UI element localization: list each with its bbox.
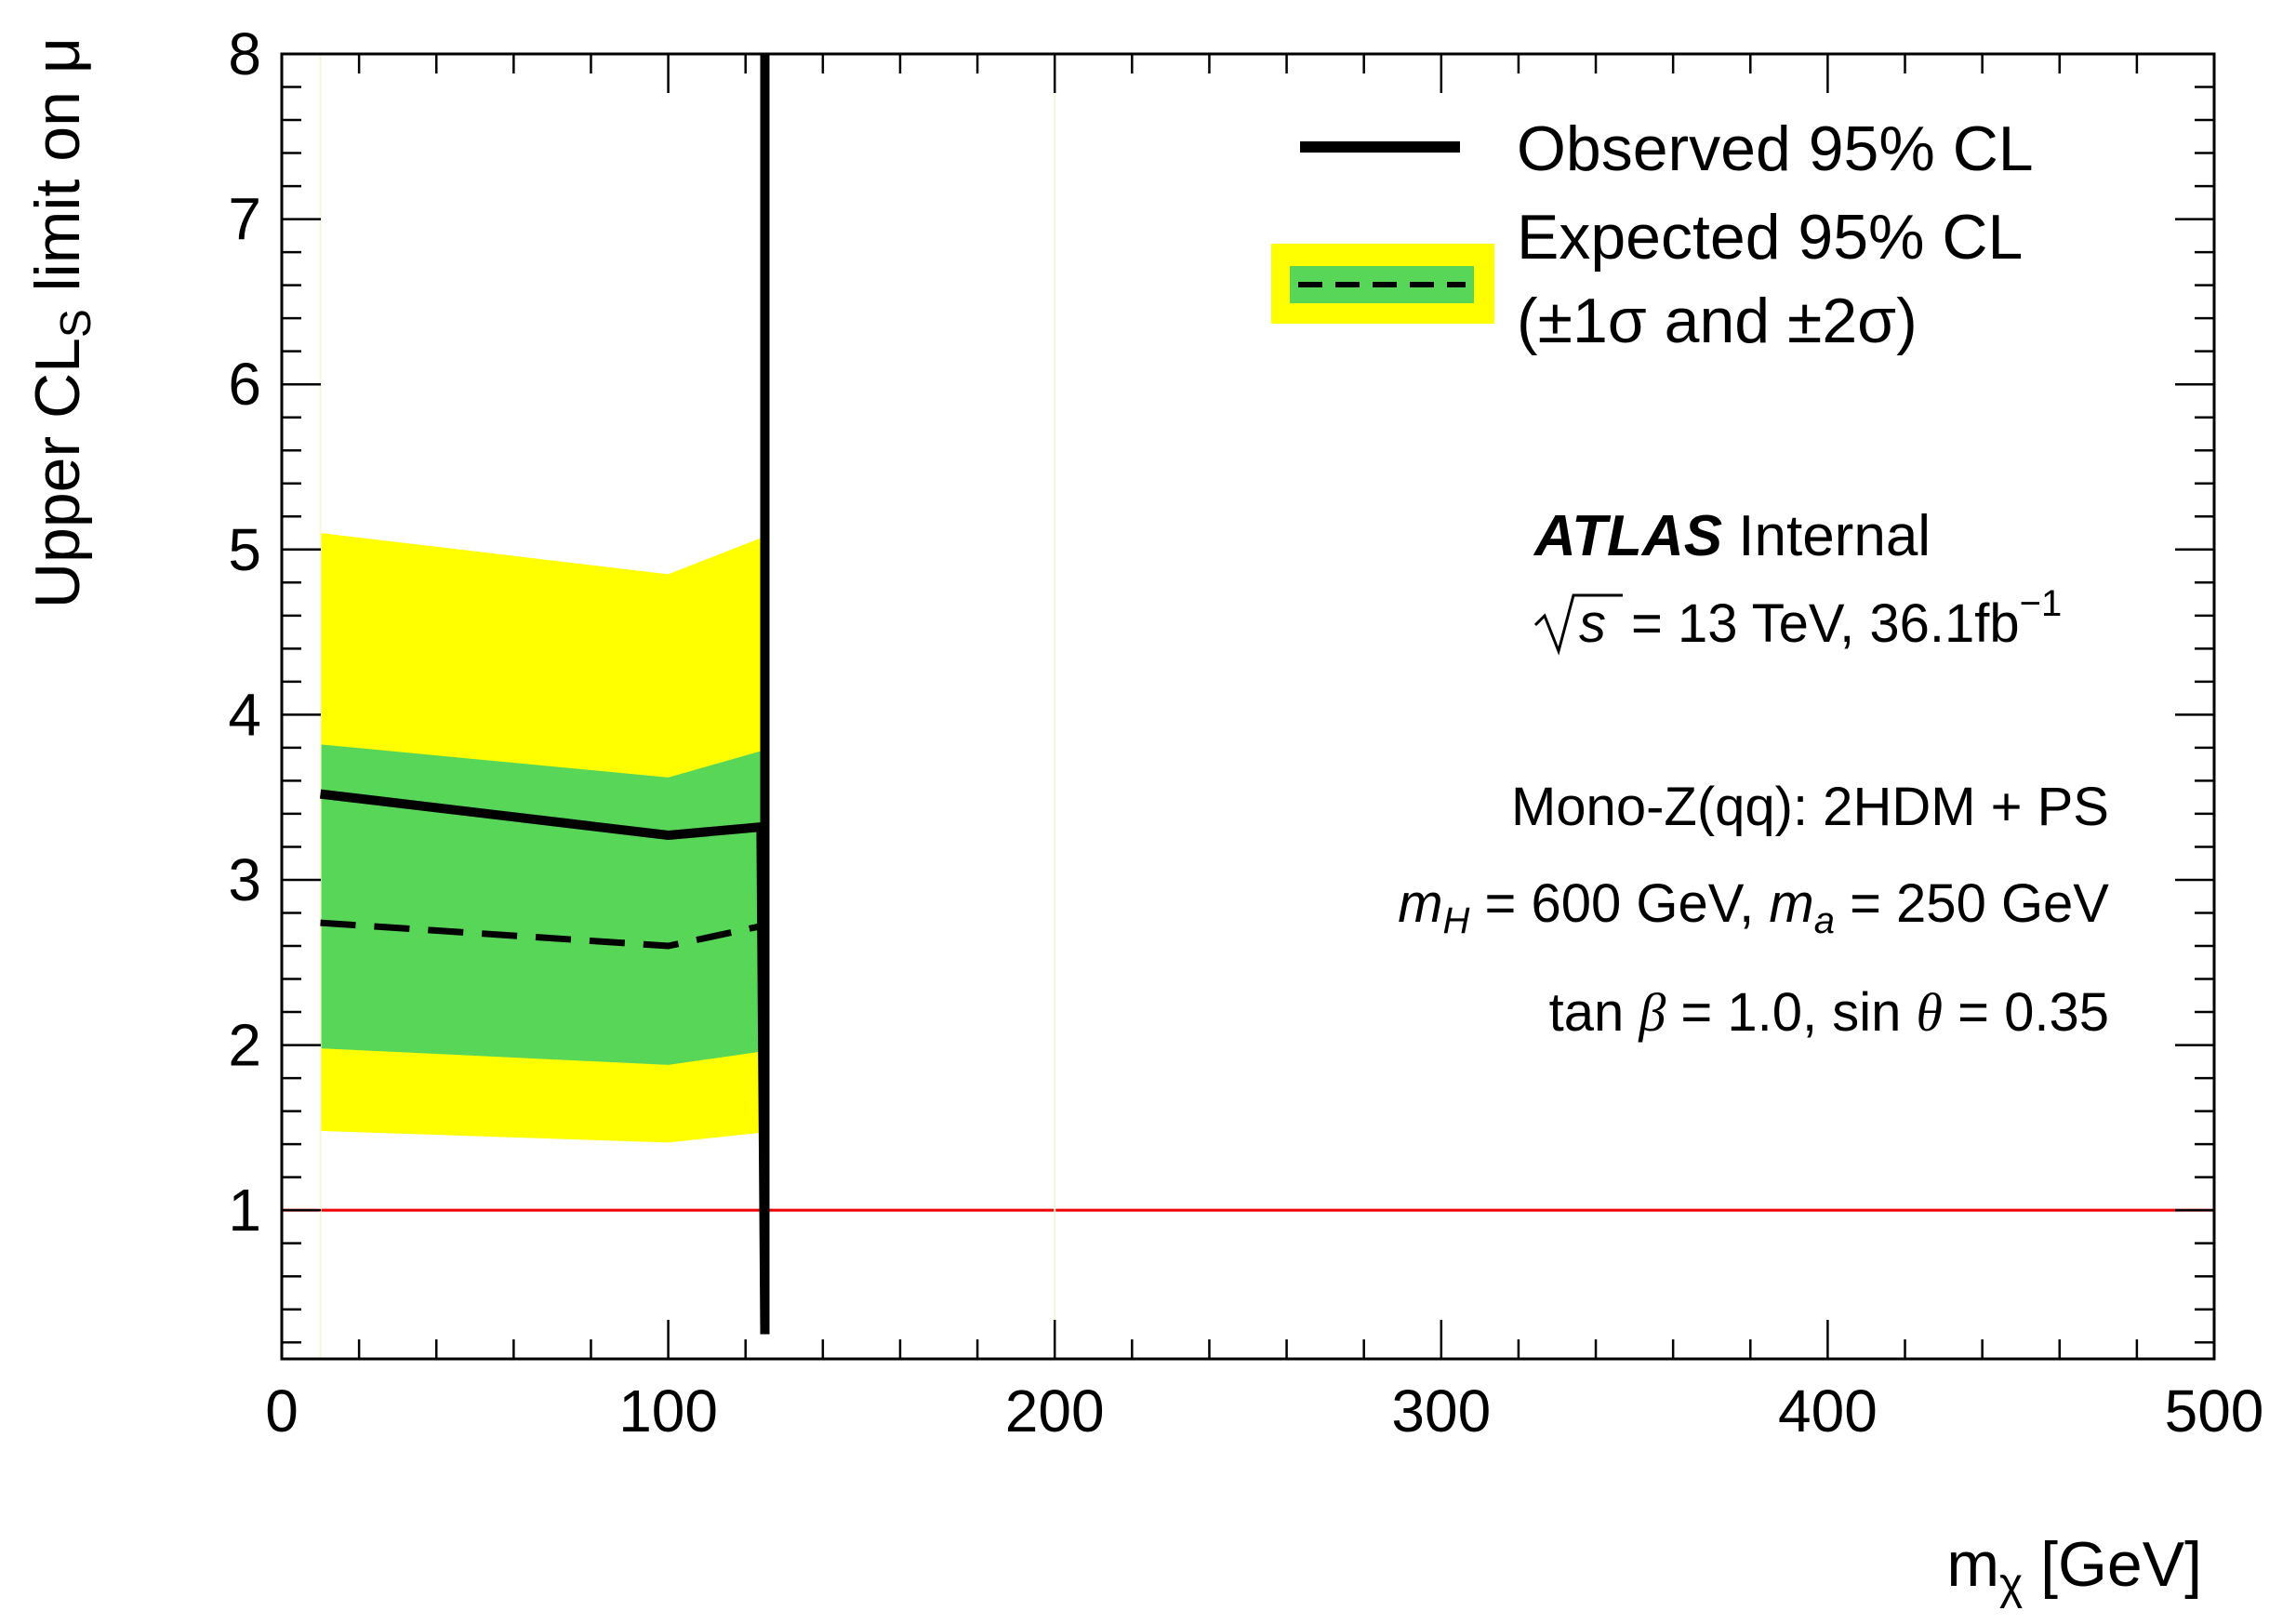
model-label: Mono-Z(qq): 2HDM + PS xyxy=(1511,777,2109,837)
y-axis-title-pre: Upper CL xyxy=(22,338,93,608)
y-tick-label: 8 xyxy=(228,20,261,87)
masses-label: mH = 600 GeV, ma = 250 GeV xyxy=(1398,873,2109,941)
x-axis-title-main: m xyxy=(1946,1529,1999,1600)
legend-expected-sigma: (±1σ and ±2σ) xyxy=(1517,286,1918,356)
annotations: ATLAS Internal s = 13 TeV, 36.1fb−1 Mono… xyxy=(1398,504,2109,1043)
tick-labels: 0 100 200 300 400 500 1 2 3 4 5 6 7 8 xyxy=(228,20,2263,1444)
energy-lumi-main: = 13 TeV, 36.1fb xyxy=(1631,593,2020,654)
x-axis-title-unit: [GeV] xyxy=(2023,1529,2202,1600)
sqrt-symbol: s xyxy=(1533,593,1623,656)
plot-frame xyxy=(280,52,2216,1361)
series-expected-line xyxy=(320,919,763,950)
y-axis-title: Upper CLS limit on μ xyxy=(22,37,100,608)
x-tick-label: 200 xyxy=(1005,1378,1105,1444)
atlas-label: ATLAS Internal xyxy=(1533,504,1931,568)
x-tick-label: 500 xyxy=(2165,1378,2264,1444)
energy-lumi-label: = 13 TeV, 36.1fb−1 xyxy=(1631,583,2062,654)
y-tick-label: 5 xyxy=(228,516,261,583)
y-tick-label: 3 xyxy=(228,846,261,913)
legend-observed-label: Observed 95% CL xyxy=(1517,113,2034,184)
x-tick-label: 0 xyxy=(265,1378,299,1444)
legend: Observed 95% CL Expected 95% CL (±1σ and… xyxy=(1271,113,2034,356)
svg-text:s: s xyxy=(1579,593,1606,654)
y-tick-label: 1 xyxy=(228,1177,261,1244)
y-tick-label: 7 xyxy=(228,186,261,253)
atlas-status: Internal xyxy=(1722,504,1931,568)
energy-lumi-sup: −1 xyxy=(2020,583,2063,624)
params-label: tan β = 1.0, sin θ = 0.35 xyxy=(1549,982,2109,1043)
y-axis-title-sub: S xyxy=(51,309,100,338)
x-tick-label: 300 xyxy=(1391,1378,1491,1444)
y-axis-title-post: limit on μ xyxy=(22,37,93,309)
lines-layer xyxy=(282,54,2214,1359)
y-tick-label: 4 xyxy=(228,681,261,748)
y-tick-label: 2 xyxy=(228,1012,261,1079)
y-tick-label: 6 xyxy=(228,351,261,418)
x-axis-title-sub: χ xyxy=(1999,1560,2023,1609)
bands-layer xyxy=(320,533,762,1143)
legend-expected-label: Expected 95% CL xyxy=(1517,202,2023,273)
atlas-word: ATLAS xyxy=(1533,504,1722,568)
band-1sigma xyxy=(320,744,762,1065)
x-tick-label: 100 xyxy=(618,1378,718,1444)
x-tick-label: 400 xyxy=(1778,1378,1878,1444)
x-axis-title: mχ [GeV] xyxy=(1946,1529,2202,1609)
